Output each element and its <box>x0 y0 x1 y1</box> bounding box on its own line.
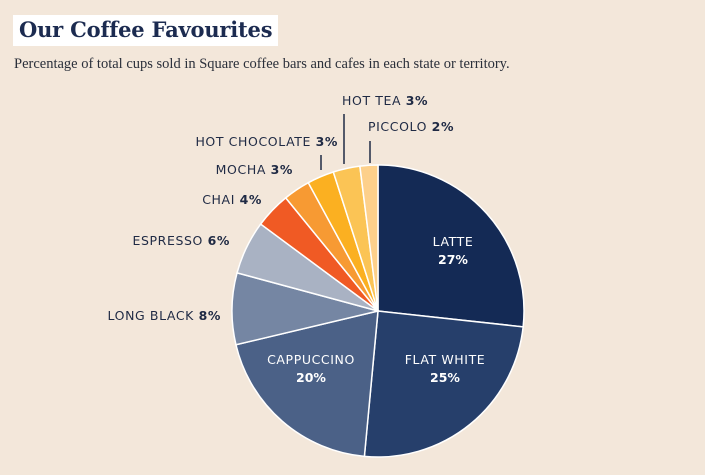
slice-label-hot-chocolate: HOT CHOCOLATE 3% <box>195 134 338 149</box>
slice-label-flat-white: FLAT WHITE <box>405 352 486 367</box>
pie-slice-flat-white <box>363 310 524 458</box>
pie-slice-latte <box>377 164 525 328</box>
chart-subtitle: Percentage of total cups sold in Square … <box>14 56 510 72</box>
chart-title: Our Coffee Favourites <box>19 17 273 42</box>
pie-slice-cappuccino <box>235 310 379 458</box>
slice-value-latte: 27% <box>438 252 468 267</box>
slice-label-espresso: ESPRESSO 6% <box>133 233 230 248</box>
slice-label-cappuccino: CAPPUCCINO <box>267 352 355 367</box>
slice-label-latte: LATTE <box>433 234 474 249</box>
title-box: Our Coffee Favourites <box>13 15 279 46</box>
slice-value-cappuccino: 20% <box>296 370 326 385</box>
slice-label-chai: CHAI 4% <box>202 192 262 207</box>
slice-value-flat-white: 25% <box>430 370 460 385</box>
slice-label-long-black: LONG BLACK 8% <box>108 308 221 323</box>
slice-label-piccolo: PICCOLO 2% <box>368 119 454 134</box>
slice-label-hot-tea: HOT TEA 3% <box>342 93 428 108</box>
slice-label-mocha: MOCHA 3% <box>216 162 293 177</box>
pie-slice-piccolo <box>359 164 379 312</box>
